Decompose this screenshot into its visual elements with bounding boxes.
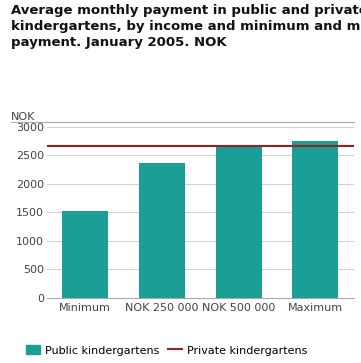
Bar	[292, 141, 339, 298]
Bar	[216, 145, 262, 298]
Legend: Public kindergartens, Private kindergartens: Public kindergartens, Private kindergart…	[22, 341, 312, 360]
Text: Average monthly payment in public and private
kindergartens, by income and minim: Average monthly payment in public and pr…	[11, 4, 361, 49]
Text: NOK: NOK	[11, 111, 35, 122]
Bar	[62, 211, 108, 298]
Bar	[139, 163, 185, 298]
